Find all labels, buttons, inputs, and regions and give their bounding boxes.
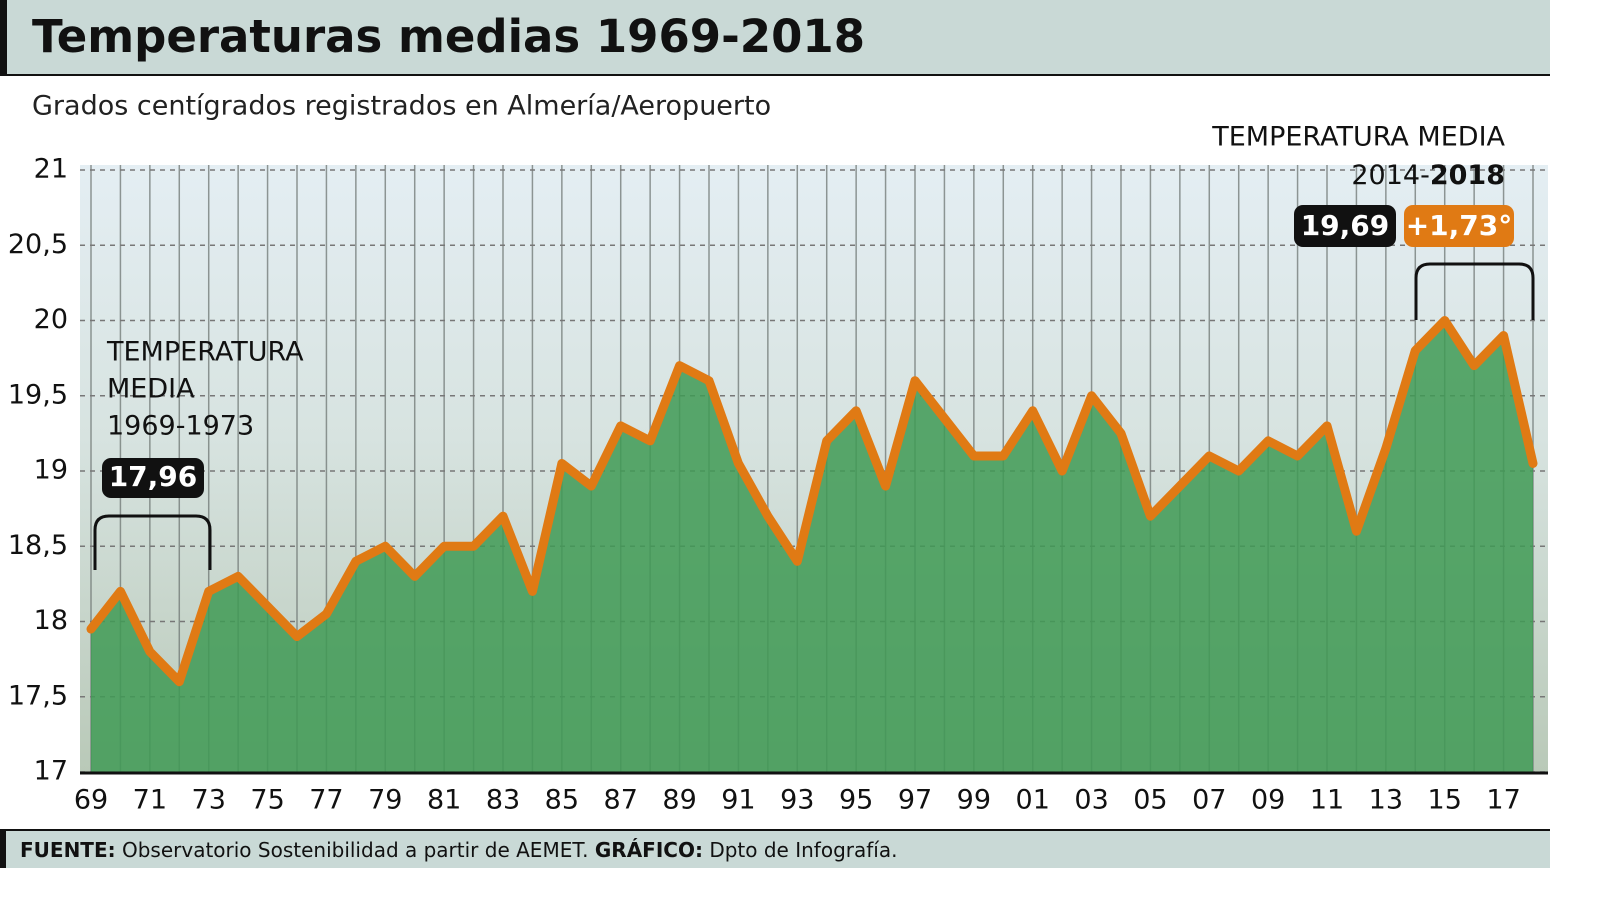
value-label: 17,96 bbox=[109, 460, 198, 493]
x-tick-label: 99 bbox=[957, 785, 991, 816]
source-label: FUENTE: bbox=[20, 838, 116, 862]
annotation-text: TEMPERATURA MEDIA bbox=[1211, 122, 1505, 153]
x-tick-label: 97 bbox=[898, 785, 932, 816]
x-tick-label: 71 bbox=[133, 785, 167, 816]
credit-label: GRÁFICO: bbox=[595, 838, 703, 862]
value-badge bbox=[1294, 205, 1396, 247]
period: 2014- bbox=[1351, 160, 1429, 191]
source: Observatorio Sostenibilidad a partir de … bbox=[122, 838, 589, 862]
difference-label: +1,73° bbox=[1406, 209, 1513, 242]
bracket bbox=[1414, 262, 1535, 320]
x-tick-label: 17 bbox=[1486, 785, 1520, 816]
chart-title: Temperaturas medias 1969-2018 bbox=[32, 10, 865, 63]
value-label: 19,69 bbox=[1301, 209, 1390, 242]
x-tick-label: 85 bbox=[545, 785, 579, 816]
x-tick-label: 07 bbox=[1192, 785, 1226, 816]
x-tick-label: 89 bbox=[662, 785, 696, 816]
credit: Dpto de Infografía. bbox=[709, 838, 897, 862]
chart-subtitle: Grados centígrados registrados en Almerí… bbox=[32, 91, 771, 122]
x-tick-label: 91 bbox=[721, 785, 755, 816]
x-tick-label: 83 bbox=[486, 785, 520, 816]
x-tick-label: 87 bbox=[604, 785, 638, 816]
footer: FUENTE: Observatorio Sostenibilidad a pa… bbox=[20, 838, 897, 862]
y-tick-label: 18,5 bbox=[8, 530, 68, 561]
y-tick-label: 17 bbox=[34, 756, 68, 787]
x-tick-label: 09 bbox=[1251, 785, 1285, 816]
period-end: 2018 bbox=[1430, 160, 1505, 191]
x-tick-label: 01 bbox=[1016, 785, 1050, 816]
title-accent bbox=[0, 0, 7, 75]
x-tick-label: 79 bbox=[368, 785, 402, 816]
area bbox=[91, 320, 1533, 772]
y-tick-label: 17,5 bbox=[8, 680, 68, 711]
difference-badge bbox=[1404, 205, 1514, 247]
y-tick-label: 20 bbox=[34, 304, 68, 335]
x-tick-label: 73 bbox=[192, 785, 226, 816]
y-tick-label: 19 bbox=[34, 455, 68, 486]
annotations: TEMPERATURA MEDIA 1969-1973 17,96 TEMPERATUR… bbox=[102, 122, 1514, 498]
line bbox=[86, 316, 1538, 687]
y-tick-label: 19,5 bbox=[8, 379, 68, 410]
plot bbox=[80, 165, 1548, 773]
x-tick-label: 15 bbox=[1428, 785, 1462, 816]
footer-bar bbox=[0, 830, 1550, 868]
annotation-text: TEMPERATURA bbox=[106, 337, 304, 368]
y-tick-label: 18 bbox=[34, 605, 68, 636]
annotation-text: MEDIA bbox=[107, 374, 195, 405]
x-tick-label: 69 bbox=[74, 785, 108, 816]
x-tick-label: 13 bbox=[1369, 785, 1403, 816]
x-tick-label: 75 bbox=[250, 785, 284, 816]
title-bar bbox=[0, 0, 1550, 75]
x-tick-label: 95 bbox=[839, 785, 873, 816]
x-tick-label: 05 bbox=[1133, 785, 1167, 816]
x-tick-label: 81 bbox=[427, 785, 461, 816]
annotation-period: 2014-2018 bbox=[1351, 160, 1505, 191]
y-tick-label: 20,5 bbox=[8, 229, 68, 260]
x-tick-label: 93 bbox=[780, 785, 814, 816]
x-tick-label: 11 bbox=[1310, 785, 1344, 816]
x-tick-label: 03 bbox=[1074, 785, 1108, 816]
bracket bbox=[93, 514, 212, 570]
x-tick-label: 77 bbox=[309, 785, 343, 816]
annotation-text: 1969-1973 bbox=[107, 411, 254, 442]
y-tick-label: 21 bbox=[34, 154, 68, 185]
footer-accent bbox=[0, 830, 6, 868]
value-badge bbox=[102, 458, 204, 498]
